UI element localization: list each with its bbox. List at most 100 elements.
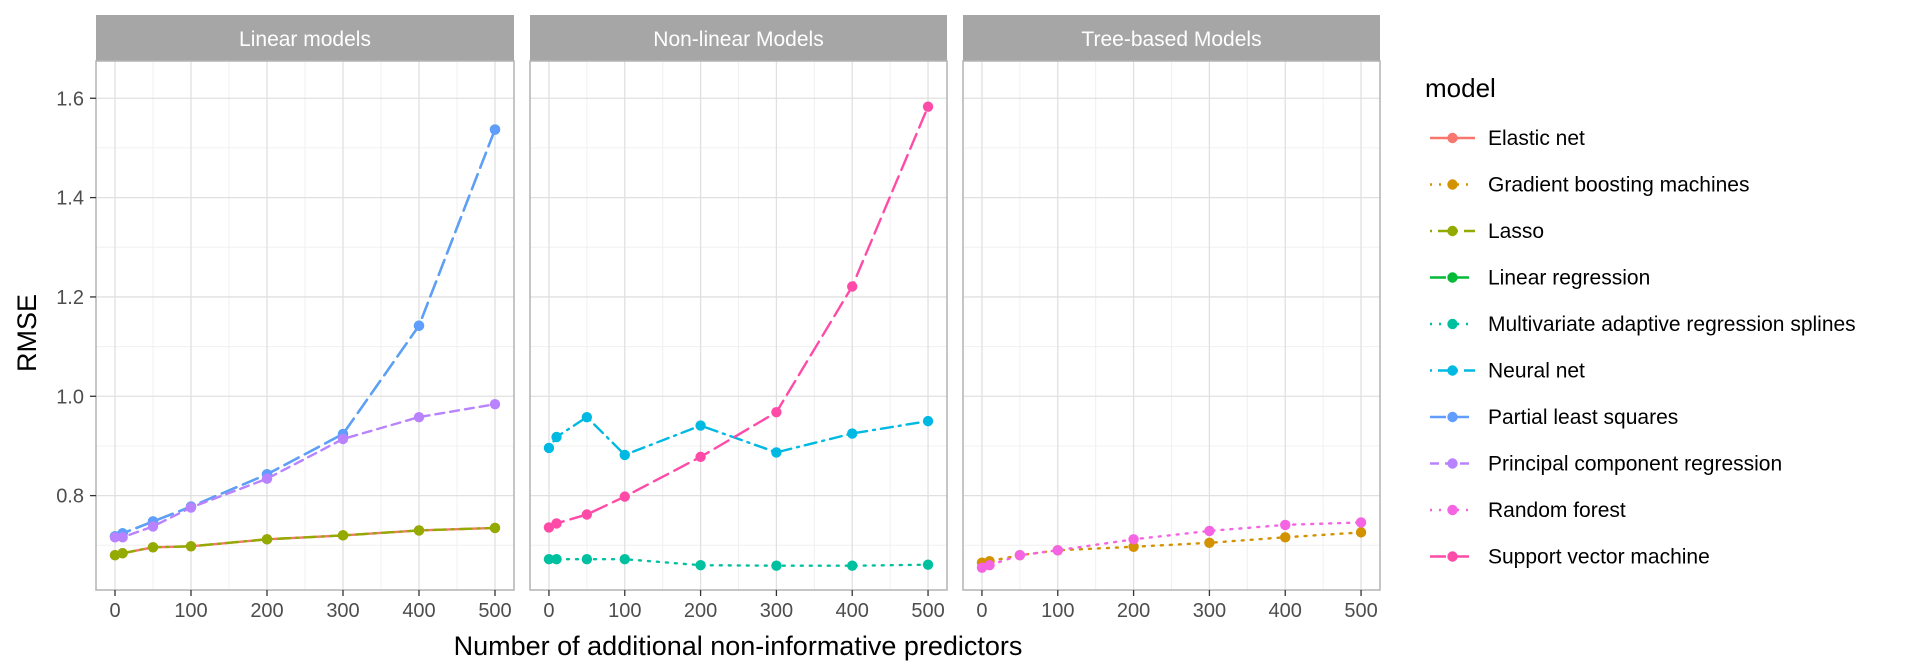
data-point (117, 532, 128, 543)
data-point (489, 399, 501, 410)
legend-key-point (1447, 318, 1458, 330)
data-point (771, 406, 782, 418)
data-point (922, 559, 934, 570)
data-point (1204, 525, 1215, 537)
series-random-forest (976, 517, 1367, 573)
data-point (147, 521, 159, 532)
data-point (922, 101, 934, 112)
data-point (847, 281, 858, 292)
facet-strip (530, 15, 947, 61)
legend-item-linear-regression: Linear regression (1430, 267, 1650, 290)
legend-key-point (1447, 551, 1458, 562)
x-tick-label: 500 (478, 600, 511, 622)
data-point (413, 525, 425, 536)
series-lasso (109, 522, 501, 561)
legend-label: Lasso (1488, 220, 1544, 243)
data-point (695, 420, 706, 431)
data-point (1052, 545, 1063, 556)
x-tick-label: 100 (1041, 600, 1074, 622)
data-point (847, 560, 858, 571)
data-point (117, 548, 128, 559)
y-tick-label: 1.6 (56, 88, 84, 110)
series-principal-component-regression (109, 399, 501, 543)
data-point (543, 554, 555, 565)
legend-label: Partial least squares (1488, 406, 1678, 429)
legend-label: Support vector machine (1488, 546, 1710, 569)
data-point (261, 534, 273, 545)
data-point (922, 415, 934, 427)
data-point (619, 491, 630, 502)
x-tick-label: 0 (976, 600, 987, 622)
legend-label: Principal component regression (1488, 453, 1782, 476)
x-tick-label: 300 (760, 600, 793, 622)
panel-non-linear-models: Non-linear Models 0 100 200 300 400 500 (529, 15, 948, 622)
facet-strip (963, 15, 1380, 61)
legend-key-point (1447, 272, 1458, 283)
data-point (489, 124, 501, 135)
data-point (109, 532, 121, 543)
data-point (337, 530, 349, 541)
data-point (771, 560, 782, 571)
x-tick-label: 200 (684, 600, 717, 622)
x-tick-label: 400 (402, 600, 435, 622)
data-point (147, 542, 159, 553)
panel-linear-models: Linear models 0 100 200 300 400 500 0.8 1.0 1.2 1.… (56, 15, 515, 622)
y-tick-label: 1.0 (56, 386, 84, 408)
series-support-vector-machine (543, 101, 934, 533)
data-point (581, 509, 593, 520)
facet-strip (96, 15, 514, 61)
legend-item-multivariate-adaptive-regression-splines: Multivariate adaptive regression splines (1430, 313, 1856, 336)
x-tick-label: 200 (1117, 600, 1150, 622)
data-point (185, 541, 197, 552)
y-tick-label: 1.4 (56, 188, 84, 210)
legend: model Elastic net Gradient boosting machi… (1425, 73, 1856, 569)
data-point (1280, 532, 1291, 543)
panel-border (529, 60, 948, 591)
panel-border (962, 60, 1381, 591)
panel-border (95, 60, 515, 591)
x-tick-label: 400 (1269, 600, 1302, 622)
data-point (581, 411, 593, 423)
legend-item-principal-component-regression: Principal component regression (1430, 453, 1782, 476)
legend-item-elastic-net: Elastic net (1430, 127, 1585, 150)
data-point (551, 554, 562, 565)
legend-label: Multivariate adaptive regression splines (1488, 313, 1856, 336)
x-tick-label: 300 (326, 600, 359, 622)
facet-strip-label: Non-linear Models (653, 28, 823, 51)
x-tick-label: 200 (250, 600, 283, 622)
y-axis-title: RMSE (12, 294, 42, 372)
data-point (1355, 517, 1367, 528)
x-tick-label: 100 (608, 600, 641, 622)
legend-label: Gradient boosting machines (1488, 174, 1750, 197)
data-point (1204, 537, 1215, 549)
data-point (337, 433, 349, 445)
legend-item-random-forest: Random forest (1430, 499, 1626, 522)
data-point (551, 518, 562, 529)
y-tick-label: 0.8 (56, 486, 84, 508)
data-point (489, 522, 501, 534)
panel-tree-based-models: Tree-based Models 0 100 200 300 400 500 (962, 15, 1381, 622)
data-point (543, 442, 555, 454)
series-line (113, 128, 497, 538)
legend-key-point (1447, 225, 1458, 237)
data-point (984, 559, 995, 571)
x-tick-label: 500 (1344, 600, 1377, 622)
facet-strip-label: Tree-based Models (1081, 28, 1261, 51)
legend-items: Elastic net Gradient boosting machines Las… (1430, 127, 1856, 569)
facet-strip-label: Linear models (239, 28, 371, 51)
series-line (980, 521, 1363, 569)
data-point (261, 473, 273, 484)
data-point (581, 554, 593, 565)
legend-key-point (1447, 179, 1458, 190)
x-tick-label: 300 (1193, 600, 1226, 622)
legend-item-partial-least-squares: Partial least squares (1430, 406, 1678, 429)
data-point (695, 559, 706, 571)
series-line (547, 558, 930, 567)
data-point (1355, 527, 1367, 538)
series-line (547, 105, 930, 529)
data-point (619, 449, 630, 461)
x-tick-label: 0 (109, 600, 120, 622)
x-axis-title: Number of additional non-informative pre… (454, 631, 1023, 661)
data-point (1128, 534, 1139, 545)
